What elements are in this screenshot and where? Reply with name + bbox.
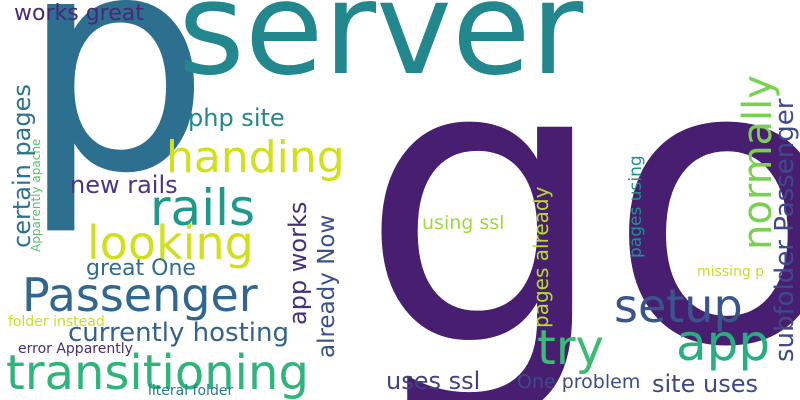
word-pages-already: pages already: [529, 186, 553, 328]
word-using-ssl: using ssl: [422, 212, 505, 234]
word-already-now: already Now: [314, 214, 340, 358]
word-missing-p: missing p: [697, 264, 765, 280]
word-works-great: works great: [14, 1, 144, 26]
word-site-uses: site uses: [652, 370, 758, 398]
word-error-apparently: error Apparently: [18, 341, 133, 357]
word-one-problem: One problem: [517, 371, 641, 393]
word-rails: rails: [150, 179, 256, 237]
word-p: p: [20, 0, 211, 239]
word-try: try: [537, 320, 604, 376]
word-folder-instead: folder instead: [8, 314, 105, 330]
word-great-one: great One: [86, 256, 196, 281]
word-app: app: [676, 314, 771, 372]
word-looking: looking: [87, 216, 254, 270]
word-pages-using: pages using: [626, 155, 646, 258]
word-php-site: php site: [188, 104, 285, 132]
word-transitioning: transitioning: [6, 345, 309, 400]
word-apparently-apache: Apparently apache: [29, 138, 43, 252]
word-setup: setup: [614, 279, 743, 333]
word-handing: handing: [166, 132, 345, 183]
word-server: server: [178, 0, 584, 104]
word-subfolder-passenger: subfolder Passenger: [770, 98, 800, 362]
word-go: go: [360, 0, 800, 400]
word-literal-folder: literal folder: [148, 383, 234, 399]
word-uses-ssl: uses ssl: [386, 367, 481, 395]
word-app-works: app works: [284, 201, 312, 325]
word-new-rails: new rails: [70, 171, 178, 199]
word-currently-hosting: currently hosting: [68, 318, 289, 348]
word-passenger: Passenger: [22, 268, 258, 322]
